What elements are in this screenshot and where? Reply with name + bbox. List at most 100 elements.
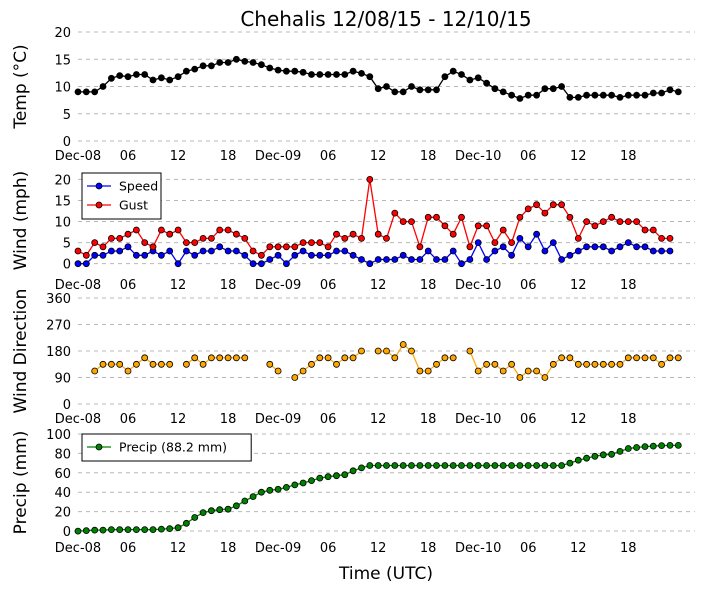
x-tick-label: 12 xyxy=(570,412,587,427)
x-tick-label: 12 xyxy=(570,149,587,164)
data-point xyxy=(207,234,215,242)
data-point xyxy=(216,59,224,66)
data-point xyxy=(333,71,340,78)
data-point xyxy=(249,260,257,268)
data-point xyxy=(574,456,582,464)
data-point xyxy=(658,89,665,97)
data-point xyxy=(433,86,440,94)
y-tick-label: 60 xyxy=(54,467,71,482)
data-point xyxy=(349,67,357,75)
panel-3: 0 90 180 270 360 Dec-08 06 12 18 Dec-09 06 12 18 Dec-… xyxy=(11,289,695,427)
data-point xyxy=(274,243,282,251)
data-point xyxy=(108,360,115,368)
data-point xyxy=(241,234,249,242)
data-point xyxy=(74,88,82,96)
legend-marker xyxy=(95,443,103,451)
y-tick-label: 20 xyxy=(54,173,71,188)
data-point xyxy=(82,88,90,96)
data-point xyxy=(333,247,340,255)
data-point xyxy=(508,360,516,368)
data-point xyxy=(508,251,516,259)
data-point xyxy=(157,360,165,368)
data-point xyxy=(649,226,657,234)
data-point xyxy=(516,374,524,381)
data-point xyxy=(491,85,499,93)
data-point xyxy=(499,462,507,469)
data-point xyxy=(149,76,157,84)
data-point xyxy=(424,86,432,94)
data-point xyxy=(241,251,249,259)
data-point xyxy=(316,239,324,247)
x-tick-label: 12 xyxy=(170,541,187,556)
data-point xyxy=(132,526,140,533)
x-tick-label: 18 xyxy=(620,278,637,293)
data-point xyxy=(466,347,474,355)
data-point xyxy=(416,86,424,94)
data-point xyxy=(608,213,615,221)
data-point xyxy=(541,209,549,217)
data-point xyxy=(574,360,582,368)
data-point xyxy=(308,477,315,485)
x-tick-label: 18 xyxy=(620,149,637,164)
y-tick-label: 90 xyxy=(54,372,71,387)
x-tick-label: Dec-08 xyxy=(55,541,101,556)
x-tick-label: 06 xyxy=(320,541,337,556)
x-tick-label: 18 xyxy=(220,149,237,164)
data-point xyxy=(316,474,324,482)
data-point xyxy=(199,509,207,516)
data-point xyxy=(232,230,240,238)
data-point xyxy=(157,251,165,259)
data-point xyxy=(333,230,340,238)
data-point xyxy=(316,251,324,259)
x-tick-label: 12 xyxy=(570,278,587,293)
data-point xyxy=(141,71,149,78)
data-point xyxy=(616,243,624,251)
data-point xyxy=(608,360,615,368)
x-tick-label: 12 xyxy=(170,149,187,164)
data-point xyxy=(408,218,415,226)
y-axis-label: Wind Direction xyxy=(11,289,31,414)
data-point xyxy=(416,462,424,469)
data-point xyxy=(599,218,607,226)
y-tick-label: 10 xyxy=(54,216,71,231)
data-point xyxy=(391,209,399,217)
data-point xyxy=(124,73,132,81)
data-point xyxy=(433,360,440,368)
data-point xyxy=(282,243,290,251)
data-point xyxy=(141,354,149,362)
x-tick-label: 06 xyxy=(320,278,337,293)
data-point xyxy=(291,67,299,75)
data-point xyxy=(316,71,324,78)
data-point xyxy=(566,459,574,467)
data-point xyxy=(291,243,299,251)
data-point xyxy=(666,247,674,255)
data-point xyxy=(399,218,407,226)
data-point xyxy=(391,354,399,362)
series-line xyxy=(378,343,454,372)
x-tick-label: Dec-08 xyxy=(55,149,101,164)
data-point xyxy=(441,256,449,263)
data-point xyxy=(241,354,249,362)
data-point xyxy=(166,76,174,84)
data-point xyxy=(491,360,499,368)
y-tick-label: 5 xyxy=(63,237,71,252)
data-point xyxy=(182,247,190,255)
data-point xyxy=(282,260,290,268)
data-point xyxy=(182,239,190,247)
data-point xyxy=(358,464,365,472)
x-tick-label: 06 xyxy=(120,541,137,556)
data-point xyxy=(241,58,249,65)
data-point xyxy=(674,88,682,96)
x-tick-label: 18 xyxy=(220,541,237,556)
x-tick-label: 06 xyxy=(520,412,537,427)
data-point xyxy=(216,243,224,251)
legend-marker xyxy=(95,201,103,209)
data-point xyxy=(182,360,190,368)
data-point xyxy=(383,83,390,90)
data-point xyxy=(333,472,340,480)
data-point xyxy=(82,527,90,534)
legend-label: Speed xyxy=(119,179,158,194)
data-point xyxy=(424,247,432,255)
data-point xyxy=(583,91,590,99)
